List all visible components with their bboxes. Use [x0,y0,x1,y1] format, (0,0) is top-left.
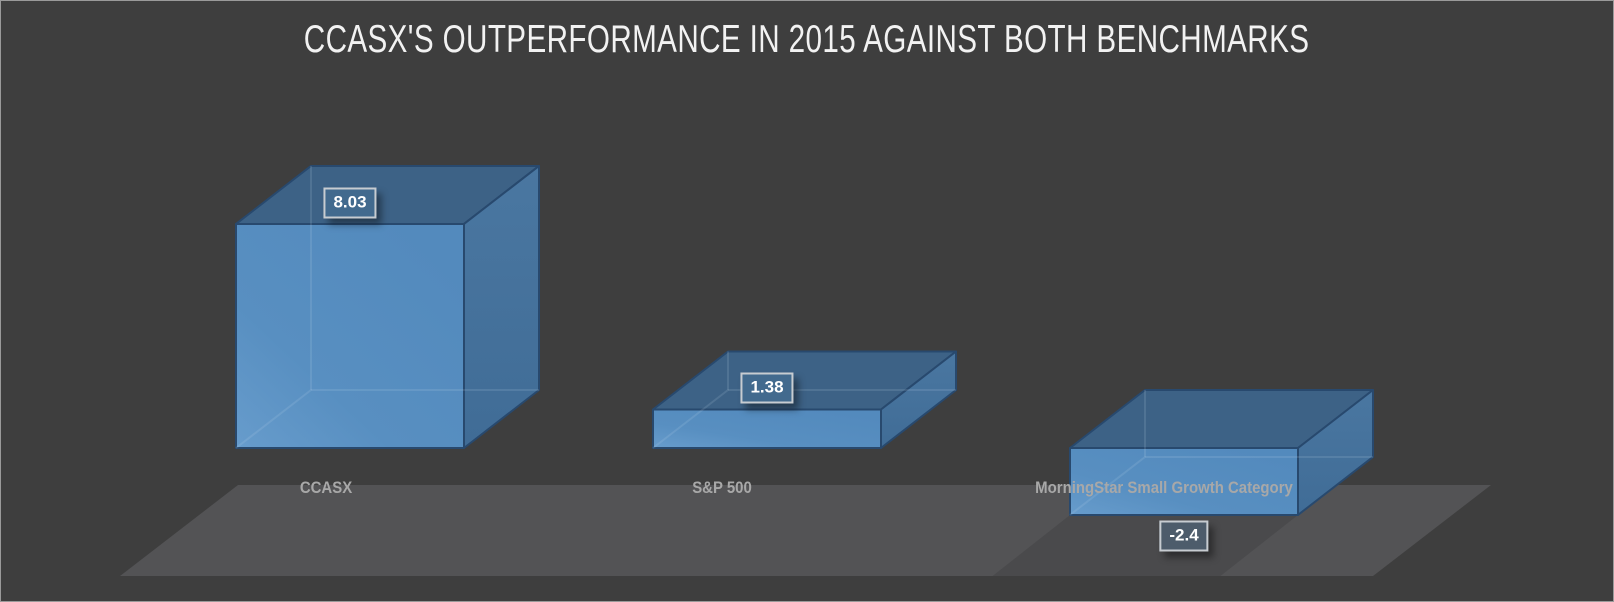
data-label-morningstar: -2.4 [1159,520,1209,552]
bars-layer [235,164,1374,576]
hidden-edge [652,389,729,449]
category-label-sp500: S&P 500 [692,478,752,497]
bar-front-face[interactable] [235,222,465,449]
data-label-sp500: 1.38 [740,372,794,404]
bar-shadow [992,514,1298,576]
chart-title-text: CCASX'S OUTPERFORMANCE IN 2015 AGAINST B… [304,18,1310,61]
bar-front-face[interactable] [1069,447,1299,516]
hidden-edge [235,389,312,449]
bar-ccasx[interactable] [235,164,540,449]
bar-sp500[interactable] [652,350,957,449]
hidden-edge [1069,456,1146,516]
data-label-ccasx: 8.03 [323,187,377,219]
category-label-ccasx: CCASX [299,478,353,497]
chart-title: CCASX'S OUTPERFORMANCE IN 2015 AGAINST B… [1,20,1613,60]
category-label-morningstar: MorningStar Small Growth Category [1035,478,1293,497]
bar-front-face[interactable] [652,408,882,449]
bar-morningstar[interactable] [992,389,1374,576]
